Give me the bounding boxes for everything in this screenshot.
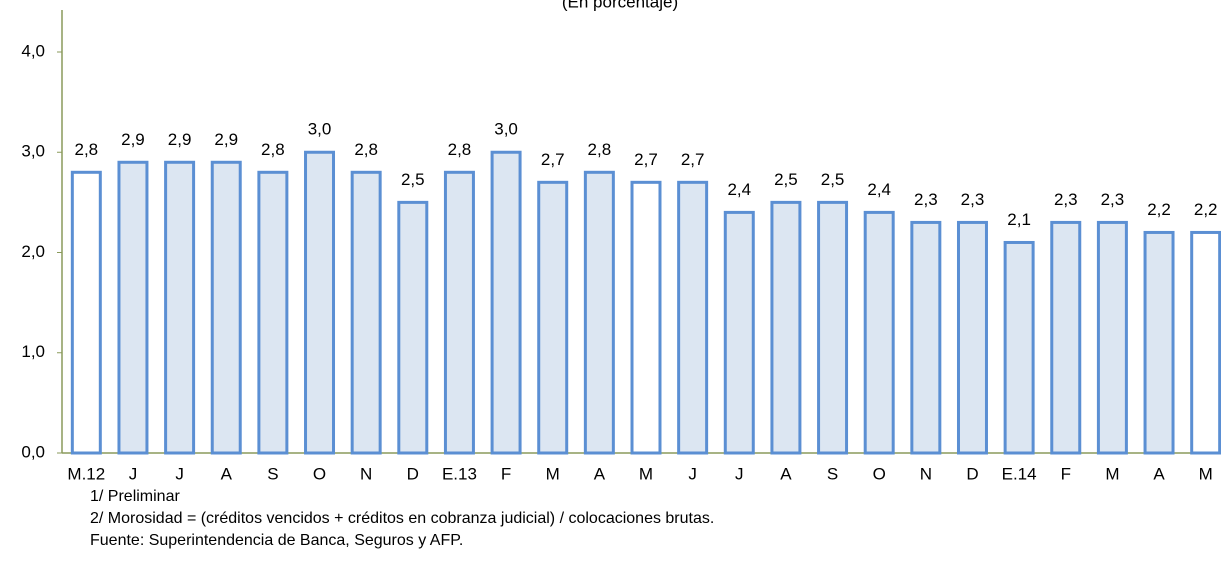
value-label: 2,8 [588,140,612,159]
value-label: 2,3 [961,190,985,209]
x-tick-label: E.14 [1002,464,1037,483]
x-tick-label: J [129,464,138,483]
value-label: 2,9 [168,130,192,149]
value-label: 2,1 [1007,210,1031,229]
value-label: 2,9 [121,130,145,149]
x-tick-label: J [175,464,184,483]
bar [1096,220,1128,455]
x-tick-label: M [1105,464,1119,483]
value-label: 2,2 [1194,200,1218,219]
y-tick-label: 2,0 [21,242,45,261]
bar [443,170,475,455]
x-tick-label: A [1153,464,1165,483]
x-tick-label: F [501,464,511,483]
footnote: 1/ Preliminar [90,488,180,505]
bar [304,150,336,455]
value-label: 2,3 [1101,190,1125,209]
x-tick-label: D [407,464,419,483]
bar [70,170,102,455]
footnote: 2/ Morosidad = (créditos vencidos + créd… [90,510,714,527]
bar [863,210,895,455]
bar [257,170,289,455]
value-label: 2,5 [774,170,798,189]
x-tick-label: D [966,464,978,483]
x-tick-label: M [1199,464,1213,483]
value-label: 2,8 [261,140,285,159]
x-tick-label: N [360,464,372,483]
value-label: 2,8 [74,140,98,159]
x-tick-label: F [1061,464,1071,483]
bar [537,180,569,455]
bar [164,160,196,455]
bar [677,180,709,455]
x-tick-label: M.12 [67,464,105,483]
y-tick-label: 0,0 [21,442,45,461]
footnote: Fuente: Superintendencia de Banca, Segur… [90,532,463,549]
x-tick-label: A [594,464,606,483]
x-tick-label: O [873,464,886,483]
value-label: 2,7 [541,150,565,169]
bar [770,200,802,455]
bar [956,220,988,455]
bar [583,170,615,455]
bar [630,180,662,455]
x-tick-label: N [920,464,932,483]
bar [117,160,149,455]
value-label: 2,5 [821,170,845,189]
value-label: 2,2 [1147,200,1171,219]
x-tick-label: A [221,464,233,483]
bar [817,200,849,455]
y-tick-label: 1,0 [21,342,45,361]
value-label: 2,3 [1054,190,1078,209]
value-label: 2,4 [727,180,751,199]
bar [350,170,382,455]
x-tick-label: O [313,464,326,483]
x-tick-label: A [780,464,792,483]
x-tick-label: E.13 [442,464,477,483]
bar [1143,230,1175,455]
bar [210,160,242,455]
value-label: 2,9 [214,130,238,149]
value-label: 3,0 [308,120,332,139]
bar [1003,240,1035,455]
bar [1190,230,1221,455]
value-label: 2,4 [867,180,891,199]
value-label: 2,8 [354,140,378,159]
value-label: 2,7 [681,150,705,169]
y-tick-label: 4,0 [21,41,45,60]
value-label: 2,7 [634,150,658,169]
bar [723,210,755,455]
x-tick-label: S [267,464,278,483]
bar [397,200,429,455]
x-tick-label: J [688,464,697,483]
y-tick-label: 3,0 [21,142,45,161]
x-tick-label: M [546,464,560,483]
value-label: 2,8 [448,140,472,159]
value-label: 2,5 [401,170,425,189]
chart-title: (En porcentaje) [562,0,678,11]
bar [1050,220,1082,455]
x-tick-label: J [735,464,744,483]
x-tick-label: M [639,464,653,483]
value-label: 3,0 [494,120,518,139]
bar [490,150,522,455]
x-tick-label: S [827,464,838,483]
bar [910,220,942,455]
value-label: 2,3 [914,190,938,209]
